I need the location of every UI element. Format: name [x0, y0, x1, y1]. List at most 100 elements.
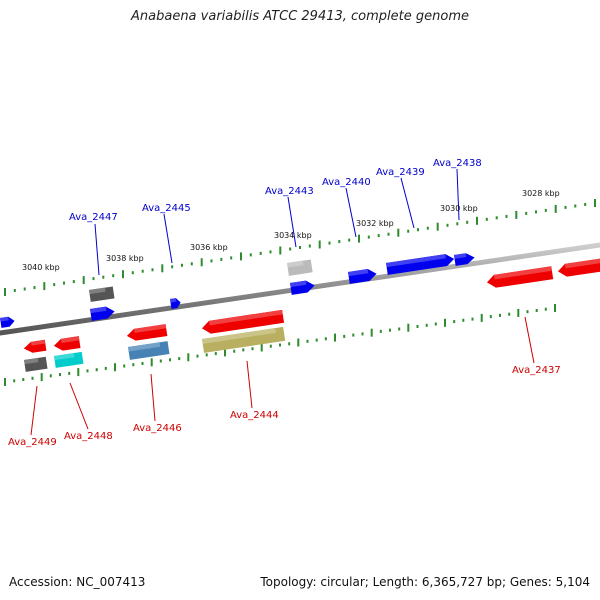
upper-scale-tick: [131, 271, 134, 275]
gene-label[interactable]: Ava_2439: [376, 167, 425, 178]
gene-label[interactable]: Ava_2446: [133, 423, 182, 434]
lower-scale-tick: [95, 368, 98, 372]
gene-arrow[interactable]: [287, 259, 313, 276]
upper-scale-tick: [535, 210, 537, 214]
lower-scale-tick: [224, 348, 226, 357]
gene-arrow[interactable]: [454, 252, 475, 266]
upper-scale-tick: [574, 204, 577, 208]
lower-scale-tick: [169, 358, 171, 362]
map-title: Anabaena variabilis ATCC 29413, complete…: [131, 9, 469, 24]
gene-leader-line: [456, 168, 460, 221]
lower-scale-tick: [214, 352, 217, 356]
lower-scale-tick: [306, 339, 309, 343]
lower-scale-tick: [178, 357, 181, 361]
upper-scale-tick: [525, 211, 528, 215]
gene-arrow[interactable]: [89, 286, 115, 302]
gene-arrow[interactable]: [386, 253, 455, 275]
gene-arrow[interactable]: [23, 339, 47, 354]
lower-scale-tick: [150, 358, 153, 367]
upper-scale-tick: [220, 257, 223, 261]
gene-arrow[interactable]: [53, 336, 81, 352]
upper-scale-tick: [151, 268, 154, 272]
accession-text: Accession: NC_007413: [9, 575, 146, 589]
gene-arrow[interactable]: [126, 324, 168, 342]
gene-label[interactable]: Ava_2444: [230, 410, 279, 421]
gene-arrow[interactable]: [128, 341, 170, 360]
scale-label: 3038 kbp: [106, 254, 144, 263]
upper-scale-tick: [53, 283, 56, 287]
upper-scale-tick: [269, 250, 272, 254]
lower-scale-tick: [49, 374, 52, 378]
lower-scale-tick: [526, 310, 529, 314]
lower-scale-tick: [251, 347, 254, 351]
upper-scale-tick: [141, 269, 144, 273]
lower-scale-tick: [334, 333, 336, 342]
lower-scale-tick: [389, 328, 391, 332]
lower-scale-tick: [444, 318, 446, 327]
gene-arrow[interactable]: [0, 316, 15, 328]
upper-scale-tick: [230, 256, 233, 260]
upper-scale-tick: [33, 286, 36, 290]
lower-scale-tick: [535, 309, 538, 312]
lower-scale-tick: [13, 379, 16, 383]
lower-scale-tick: [554, 304, 556, 312]
lower-scale-tick: [370, 328, 373, 337]
gene-label[interactable]: Ava_2438: [433, 158, 482, 169]
lower-scale-tick: [517, 308, 520, 317]
lower-scale-tick: [544, 307, 547, 311]
upper-scale-tick: [23, 287, 26, 291]
lower-scale-tick: [132, 363, 135, 367]
gene-label[interactable]: Ava_2443: [265, 186, 314, 197]
gene-arrow[interactable]: [202, 326, 286, 353]
gene-arrow[interactable]: [486, 266, 554, 289]
gene-arrow[interactable]: [557, 258, 600, 278]
gene-label[interactable]: Ava_2448: [64, 431, 113, 442]
upper-scale-tick: [4, 288, 6, 296]
gene-label[interactable]: Ava_2437: [512, 365, 561, 376]
gene-leader-line: [30, 385, 38, 436]
gene-arrow[interactable]: [170, 298, 181, 309]
lower-scale-tick: [480, 313, 483, 322]
gene-label[interactable]: Ava_2447: [69, 212, 118, 223]
gene-leader-line: [69, 382, 89, 430]
lower-scale-tick: [4, 378, 6, 386]
gene-arrow[interactable]: [54, 351, 84, 368]
upper-scale-tick: [299, 246, 301, 249]
upper-scale-tick: [279, 246, 282, 255]
gene-label[interactable]: Ava_2449: [8, 437, 57, 448]
upper-scale-tick: [476, 216, 478, 225]
upper-scale-tick: [328, 241, 331, 245]
upper-scale-tick: [308, 244, 311, 248]
scale-label: 3028 kbp: [522, 189, 560, 198]
gene-arrow[interactable]: [348, 268, 377, 284]
gene-label[interactable]: Ava_2440: [322, 177, 371, 188]
upper-scale-tick: [446, 223, 449, 227]
lower-scale-tick: [297, 338, 300, 347]
gene-arrow[interactable]: [201, 309, 285, 335]
gene-arrow[interactable]: [24, 356, 48, 372]
upper-scale-tick: [112, 274, 115, 278]
upper-scale-tick: [466, 220, 469, 224]
upper-scale-tick: [200, 258, 203, 267]
lower-scale-tick: [159, 359, 162, 363]
lower-scale-tick: [471, 317, 474, 321]
gene-leader-line: [163, 213, 173, 264]
upper-scale-tick: [210, 259, 213, 263]
lower-scale-tick: [233, 349, 236, 353]
lower-scale-tick: [196, 354, 199, 358]
upper-scale-tick: [485, 217, 488, 221]
scale-label: 3032 kbp: [356, 219, 394, 228]
upper-scale-tick: [43, 282, 46, 291]
gene-arrow[interactable]: [290, 279, 316, 295]
lower-scale-tick: [453, 320, 456, 324]
gene-label[interactable]: Ava_2445: [142, 203, 191, 214]
gene-arrow[interactable]: [90, 305, 116, 321]
upper-scale-tick: [338, 240, 341, 244]
upper-scale-tick: [92, 277, 95, 281]
lower-scale-tick: [77, 368, 80, 377]
lower-scale-tick: [416, 325, 419, 328]
scale-label: 3040 kbp: [22, 263, 60, 272]
upper-scale-tick: [358, 234, 360, 243]
lower-scale-tick: [398, 327, 401, 331]
